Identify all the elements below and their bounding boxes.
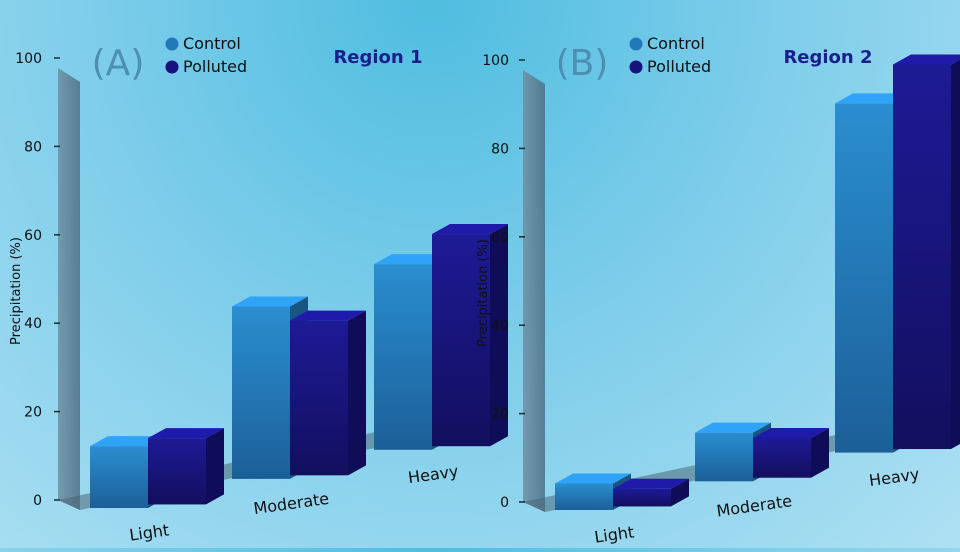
legend-swatch <box>165 60 179 74</box>
legend-label: Polluted <box>647 57 711 76</box>
x-tick-label: Moderate <box>252 489 330 518</box>
bar <box>432 234 490 447</box>
x-tick-label: Heavy <box>407 461 460 487</box>
x-tick-label: Light <box>128 520 170 544</box>
bar-side <box>206 428 224 505</box>
y-tick-label: 40 <box>491 318 509 334</box>
y-tick-label: 100 <box>482 53 509 69</box>
y-tick-label: 20 <box>491 407 509 423</box>
bar-top <box>232 296 308 307</box>
y-axis-label: Precipitation (%) <box>9 237 24 345</box>
bar-top <box>148 428 224 439</box>
y-tick-label: 100 <box>15 51 42 67</box>
bar-side <box>490 224 508 447</box>
x-tick-label: Light <box>593 522 635 546</box>
legend-swatch <box>165 37 179 51</box>
bar <box>90 446 148 508</box>
legend-label: Control <box>647 34 705 53</box>
bar <box>290 320 348 476</box>
bar-side <box>811 427 829 478</box>
chart-title: Region 1 <box>333 47 422 68</box>
y-tick-label: 0 <box>33 493 42 509</box>
bar <box>555 483 613 510</box>
y-axis-label: Precipitation (%) <box>476 239 491 347</box>
y-axis-wall <box>58 68 80 510</box>
bar <box>148 438 206 505</box>
bar <box>835 103 893 453</box>
panel-label: (A) <box>92 43 145 84</box>
bar-top <box>555 473 631 484</box>
bar <box>613 488 671 507</box>
bar <box>893 64 951 450</box>
y-tick-label: 60 <box>24 228 42 244</box>
chart-title: Region 2 <box>783 47 872 68</box>
bar-top <box>835 93 911 104</box>
bar-top <box>290 310 366 321</box>
y-tick-label: 0 <box>500 495 509 511</box>
y-tick-label: 80 <box>491 141 509 157</box>
bar-top <box>432 224 508 235</box>
bar <box>374 264 432 450</box>
x-tick-label: Heavy <box>868 464 921 490</box>
y-tick-label: 60 <box>491 230 509 246</box>
bar <box>232 306 290 479</box>
legend-swatch <box>629 60 643 74</box>
bar <box>753 437 811 478</box>
panel-label: (B) <box>556 43 609 84</box>
legend-label: Polluted <box>183 57 247 76</box>
bar-top <box>374 254 450 265</box>
y-tick-label: 80 <box>24 139 42 155</box>
bar-top <box>695 422 771 433</box>
y-tick-label: 20 <box>24 405 42 421</box>
bar-side <box>951 59 960 450</box>
bar-top <box>90 436 166 447</box>
bar-side <box>348 310 366 476</box>
legend-label: Control <box>183 34 241 53</box>
bar <box>695 432 753 482</box>
bar-top <box>753 427 829 438</box>
bar-side <box>671 478 689 507</box>
legend-swatch <box>629 37 643 51</box>
bar-top <box>893 54 960 65</box>
bar-top <box>613 478 689 489</box>
y-axis-wall <box>523 70 545 512</box>
y-tick-label: 40 <box>24 316 42 332</box>
x-tick-label: Moderate <box>715 491 793 520</box>
